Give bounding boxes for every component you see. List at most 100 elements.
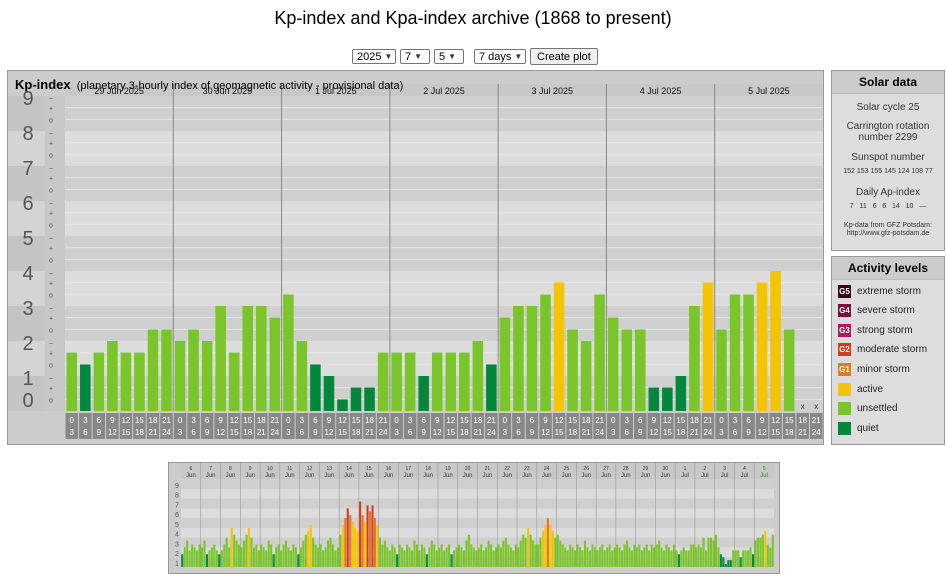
month-select[interactable]: 7 ▼ bbox=[400, 49, 430, 64]
overview-month-label: Jul bbox=[741, 473, 749, 479]
overview-bar bbox=[247, 527, 250, 567]
y-tick-label: 1 bbox=[22, 368, 33, 390]
overview-bar bbox=[235, 540, 238, 567]
time-label-cell bbox=[160, 413, 173, 439]
activity-level-label: minor storm bbox=[857, 363, 910, 375]
year-select[interactable]: 2025 ▼ bbox=[352, 49, 396, 64]
time-label-cell bbox=[92, 413, 106, 439]
hour-start-label: 0 bbox=[70, 416, 75, 425]
kp-bar bbox=[174, 341, 186, 411]
overview-month-label: Jun bbox=[621, 473, 631, 479]
y-label-band bbox=[8, 201, 45, 236]
page-title: Kp-index and Kpa-index archive (1868 to … bbox=[274, 8, 672, 28]
create-plot-button[interactable]: Create plot bbox=[530, 48, 598, 65]
overview-day-label: 7 bbox=[209, 466, 212, 472]
overview-bar bbox=[364, 521, 367, 567]
y-tick-label: 3 bbox=[22, 298, 33, 320]
overview-bar bbox=[393, 547, 396, 567]
range-select[interactable]: 7 days ▼ bbox=[474, 49, 526, 64]
kp-bar bbox=[716, 329, 727, 411]
overview-bar bbox=[561, 544, 564, 567]
overview-bar bbox=[588, 550, 591, 567]
hour-start-label: 6 bbox=[530, 416, 535, 425]
overview-month-label: Jun bbox=[206, 473, 216, 479]
overview-bar bbox=[551, 530, 554, 567]
hour-start-label: 12 bbox=[663, 416, 672, 425]
overview-bar bbox=[233, 534, 236, 567]
overview-bar bbox=[406, 544, 409, 567]
overview-bar bbox=[460, 547, 463, 567]
overview-month-label: Jun bbox=[245, 473, 255, 479]
hour-end-label: 18 bbox=[135, 428, 144, 437]
overview-bar bbox=[433, 544, 436, 567]
overview-month-label: Jun bbox=[186, 473, 196, 479]
overview-bar bbox=[457, 544, 461, 567]
y-label-band bbox=[8, 236, 45, 271]
overview-bar bbox=[724, 564, 727, 567]
overview-bar bbox=[586, 547, 589, 567]
hour-start-label: 6 bbox=[746, 416, 751, 425]
overview-bar bbox=[208, 550, 211, 567]
time-label-cell bbox=[227, 413, 241, 439]
overview-bar bbox=[423, 547, 426, 567]
overview-bar bbox=[640, 550, 643, 567]
activity-level-label: extreme storm bbox=[857, 285, 921, 297]
time-label-cell bbox=[65, 413, 79, 439]
overview-bar bbox=[272, 554, 275, 567]
time-label-cell bbox=[728, 413, 742, 439]
overview-bar bbox=[354, 527, 357, 567]
hour-end-label: 3 bbox=[286, 428, 291, 437]
overview-bar bbox=[349, 515, 352, 567]
hour-end-label: 3 bbox=[394, 428, 399, 437]
overview-bar bbox=[378, 537, 381, 567]
y-minor-tick: + bbox=[49, 176, 53, 183]
hour-end-label: 15 bbox=[555, 428, 564, 437]
overview-bar bbox=[455, 547, 458, 567]
overview-month-label: Jun bbox=[226, 473, 236, 479]
hour-end-label: 3 bbox=[719, 428, 724, 437]
overview-bar bbox=[366, 505, 369, 567]
activity-level-label: active bbox=[857, 383, 884, 395]
overview-bar bbox=[509, 547, 512, 567]
kp-bar bbox=[418, 376, 429, 411]
overview-bar bbox=[230, 527, 233, 567]
time-label-cell bbox=[322, 413, 336, 439]
hour-end-label: 15 bbox=[121, 428, 130, 437]
hour-start-label: 15 bbox=[460, 416, 469, 425]
kp-bar bbox=[607, 317, 619, 411]
y-minor-tick: − bbox=[49, 306, 53, 313]
hour-end-label: 18 bbox=[568, 428, 577, 437]
time-label-cell bbox=[349, 413, 363, 439]
overview-month-label: Jun bbox=[660, 473, 670, 479]
kp-bar bbox=[513, 306, 524, 411]
chevron-down-icon: ▼ bbox=[448, 52, 457, 61]
overview-bar bbox=[722, 557, 725, 567]
kp-bar bbox=[296, 341, 308, 411]
overview-day-label: 5 bbox=[763, 466, 766, 472]
overview-bar bbox=[277, 544, 280, 567]
overview-bar bbox=[742, 550, 745, 567]
overview-bar bbox=[504, 537, 507, 567]
y-minor-tick: + bbox=[49, 386, 53, 393]
overview-bar bbox=[633, 544, 636, 567]
activity-level-label: strong storm bbox=[857, 324, 913, 336]
activity-level-label: severe storm bbox=[857, 305, 915, 317]
day-label: 4 Jul 2025 bbox=[640, 86, 682, 96]
hour-end-label: 24 bbox=[703, 428, 712, 437]
hour-start-label: 18 bbox=[690, 416, 699, 425]
time-label-cell bbox=[661, 413, 674, 439]
kp-bar bbox=[783, 329, 795, 411]
y-tick-label: 5 bbox=[22, 228, 33, 250]
hour-end-label: 12 bbox=[108, 428, 117, 437]
grid-band bbox=[65, 201, 823, 236]
time-label-cell bbox=[606, 413, 620, 439]
overview-bar bbox=[608, 544, 611, 567]
time-label-cell bbox=[701, 413, 715, 439]
hour-end-label: 15 bbox=[446, 428, 455, 437]
hour-end-label: 9 bbox=[638, 428, 643, 437]
overview-bar bbox=[539, 537, 542, 567]
hour-start-label: 3 bbox=[733, 416, 738, 425]
day-header-background bbox=[65, 84, 823, 96]
day-select[interactable]: 5 ▼ bbox=[434, 49, 464, 64]
